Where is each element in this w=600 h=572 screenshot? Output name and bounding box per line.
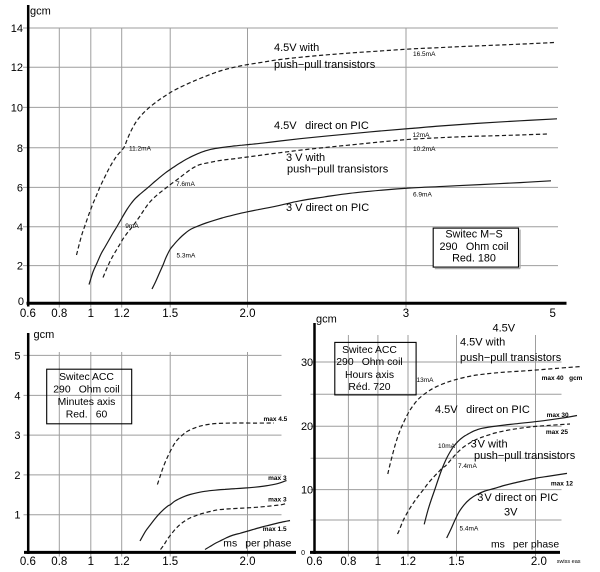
- svg-text:push−pull transistors: push−pull transistors: [274, 59, 376, 71]
- svg-text:2.0: 2.0: [240, 556, 256, 568]
- svg-text:12: 12: [11, 62, 23, 74]
- svg-text:gcm: gcm: [316, 314, 337, 326]
- svg-text:3V: 3V: [504, 506, 518, 518]
- svg-text:0.8: 0.8: [51, 308, 67, 320]
- svg-text:6.9mA: 6.9mA: [413, 192, 432, 199]
- svg-text:push−pull transistors: push−pull transistors: [287, 164, 389, 176]
- svg-text:1: 1: [88, 556, 94, 568]
- svg-text:6: 6: [17, 182, 23, 194]
- svg-text:8: 8: [17, 143, 23, 155]
- svg-text:3 V direct on PIC: 3 V direct on PIC: [286, 202, 369, 214]
- svg-text:5.3mA: 5.3mA: [177, 253, 196, 260]
- svg-text:Minutes axis: Minutes axis: [58, 397, 116, 408]
- svg-text:Switec ACC: Switec ACC: [59, 372, 114, 383]
- svg-text:4.5V: 4.5V: [493, 323, 516, 335]
- svg-text:4: 4: [17, 222, 23, 234]
- svg-text:max 3: max 3: [268, 475, 287, 482]
- svg-text:3 V with: 3 V with: [286, 152, 325, 164]
- svg-text:290 Ohm coil: 290 Ohm coil: [439, 241, 508, 253]
- svg-text:0.6: 0.6: [307, 556, 323, 568]
- svg-text:Red. 180: Red. 180: [452, 253, 496, 265]
- svg-text:1.5: 1.5: [162, 556, 178, 568]
- svg-text:1: 1: [88, 308, 94, 320]
- svg-text:push−pull transistors: push−pull transistors: [474, 450, 576, 462]
- svg-text:Hours axis: Hours axis: [345, 370, 394, 381]
- svg-text:10.2mA: 10.2mA: [413, 146, 436, 153]
- svg-text:4.5V with: 4.5V with: [460, 337, 505, 349]
- svg-text:1.2: 1.2: [114, 308, 130, 320]
- svg-text:1.2: 1.2: [114, 556, 130, 568]
- svg-text:1.2: 1.2: [400, 556, 416, 568]
- svg-text:5: 5: [14, 350, 20, 362]
- svg-text:14: 14: [11, 23, 23, 35]
- svg-text:4: 4: [14, 390, 20, 402]
- svg-text:10: 10: [301, 485, 313, 497]
- svg-text:2.0: 2.0: [240, 308, 256, 320]
- svg-text:max 40: max 40: [542, 375, 564, 382]
- svg-text:5.4mA: 5.4mA: [460, 526, 479, 533]
- svg-text:max 4.5: max 4.5: [263, 416, 287, 423]
- svg-text:Switec M−S: Switec M−S: [445, 228, 502, 240]
- svg-text:ms per phase: ms per phase: [491, 540, 559, 551]
- svg-text:3: 3: [403, 308, 409, 320]
- svg-text:30: 30: [301, 357, 313, 369]
- svg-text:max 12: max 12: [551, 480, 573, 487]
- svg-text:0.6: 0.6: [20, 308, 36, 320]
- svg-text:ms per phase: ms per phase: [223, 539, 291, 550]
- svg-text:290 Ohm coil: 290 Ohm coil: [336, 357, 402, 368]
- svg-text:2: 2: [14, 470, 20, 482]
- svg-text:2: 2: [17, 261, 23, 273]
- svg-text:push−pull transistors: push−pull transistors: [460, 352, 562, 364]
- svg-text:10mA: 10mA: [438, 443, 456, 450]
- svg-text:3 V with: 3 V with: [471, 439, 508, 451]
- svg-text:0.6: 0.6: [20, 556, 36, 568]
- svg-text:0.8: 0.8: [51, 556, 67, 568]
- svg-text:Red. 60: Red. 60: [66, 409, 108, 420]
- svg-text:20: 20: [301, 421, 313, 433]
- svg-text:Switec ACC: Switec ACC: [342, 345, 397, 356]
- svg-text:16.5mA: 16.5mA: [413, 51, 436, 58]
- svg-text:4.5V direct on PIC: 4.5V direct on PIC: [274, 120, 369, 132]
- svg-text:3 V direct on PIC: 3 V direct on PIC: [477, 492, 558, 504]
- svg-text:4.5V direct on PIC: 4.5V direct on PIC: [435, 404, 530, 416]
- svg-text:swiss eas: swiss eas: [557, 559, 581, 565]
- svg-text:0.8: 0.8: [340, 556, 356, 568]
- svg-text:13mA: 13mA: [417, 377, 435, 384]
- svg-text:max 25: max 25: [546, 429, 568, 436]
- svg-text:7.6mA: 7.6mA: [176, 181, 195, 188]
- svg-text:gcm: gcm: [569, 375, 583, 382]
- svg-text:11.2mA: 11.2mA: [129, 145, 152, 152]
- svg-text:10: 10: [11, 102, 23, 114]
- svg-text:1: 1: [375, 556, 381, 568]
- svg-text:0: 0: [18, 296, 24, 308]
- svg-text:1: 1: [14, 510, 20, 522]
- svg-text:1.5: 1.5: [162, 308, 178, 320]
- svg-text:290 Ohm coil: 290 Ohm coil: [53, 385, 119, 396]
- svg-text:gcm: gcm: [30, 6, 51, 18]
- svg-text:max 1.5: max 1.5: [263, 526, 287, 533]
- svg-text:gcm: gcm: [34, 329, 55, 341]
- svg-text:12mA: 12mA: [413, 132, 431, 139]
- svg-text:5: 5: [549, 308, 555, 320]
- svg-text:9mA: 9mA: [125, 223, 139, 230]
- svg-text:7.4mA: 7.4mA: [458, 463, 477, 470]
- svg-text:3: 3: [14, 430, 20, 442]
- svg-text:max 30: max 30: [547, 412, 569, 419]
- svg-text:4.5V with: 4.5V with: [274, 42, 319, 54]
- svg-text:Réd. 720: Réd. 720: [348, 382, 390, 393]
- svg-text:2.0: 2.0: [531, 556, 547, 568]
- svg-text:0: 0: [301, 550, 305, 557]
- svg-text:1.5: 1.5: [449, 556, 465, 568]
- svg-text:max 3: max 3: [268, 497, 287, 504]
